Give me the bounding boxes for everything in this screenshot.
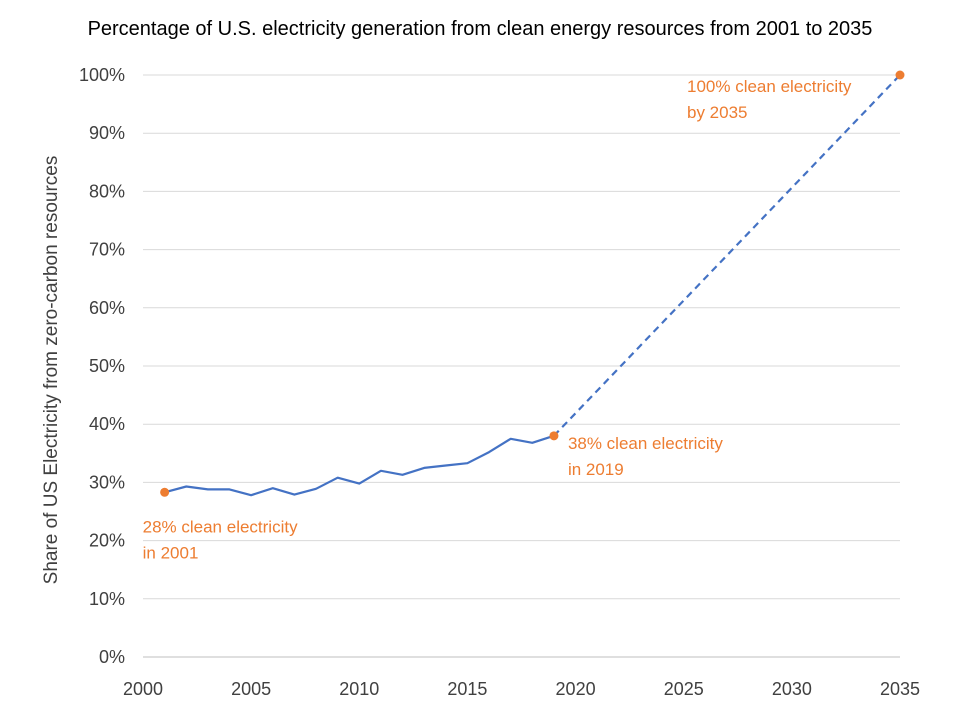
y-axis-label: Share of US Electricity from zero-carbon… — [41, 156, 62, 585]
x-tick-label: 2030 — [772, 679, 812, 699]
y-tick-label: 10% — [89, 589, 125, 609]
y-tick-label: 0% — [99, 647, 125, 667]
annotation-label: in 2019 — [568, 460, 624, 479]
annotation-label: 38% clean electricity — [568, 434, 723, 453]
series — [163, 74, 901, 497]
y-tick-label: 60% — [89, 298, 125, 318]
y-tick-label: 30% — [89, 472, 125, 492]
x-tick-label: 2000 — [123, 679, 163, 699]
x-tick-label: 2010 — [339, 679, 379, 699]
x-tick-label: 2015 — [447, 679, 487, 699]
axes: 0% 10% 20% 30% 40% 50% 60% 70% 80% 90% 100% 2000 200… — [41, 65, 920, 699]
x-tick-label: 2035 — [880, 679, 920, 699]
annotation-label: in 2001 — [143, 543, 199, 562]
chart-title: Percentage of U.S. electricity generatio… — [87, 18, 873, 40]
y-tick-label: 100% — [79, 65, 125, 85]
x-tick-label: 2025 — [664, 679, 704, 699]
highlight-markers — [160, 70, 905, 497]
gridlines — [143, 74, 900, 658]
y-tick-label: 40% — [89, 414, 125, 434]
x-tick-label: 2005 — [231, 679, 271, 699]
highlight-point — [549, 431, 559, 441]
highlight-point — [895, 70, 905, 80]
y-tick-label: 80% — [89, 181, 125, 201]
annotation-label: by 2035 — [687, 103, 748, 122]
x-tick-label: 2020 — [556, 679, 596, 699]
y-tick-label: 50% — [89, 356, 125, 376]
y-tick-label: 20% — [89, 531, 125, 551]
projection-line — [553, 74, 901, 437]
annotations: 28% clean electricity in 2001 38% clean el… — [143, 77, 852, 562]
y-tick-label: 70% — [89, 240, 125, 260]
highlight-point — [160, 487, 170, 497]
historical-line — [163, 434, 556, 497]
annotation-label: 28% clean electricity — [143, 517, 298, 536]
y-tick-label: 90% — [89, 123, 125, 143]
annotation-label: 100% clean electricity — [687, 77, 852, 96]
